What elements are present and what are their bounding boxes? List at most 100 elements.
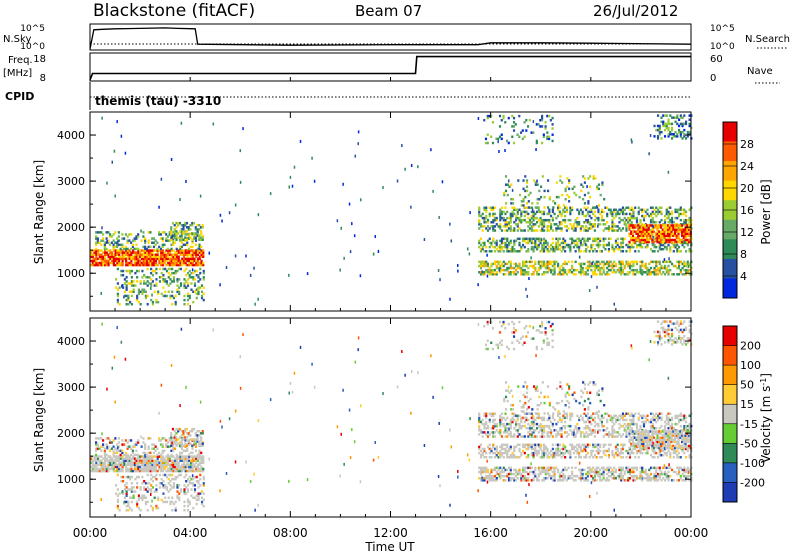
power-cell — [611, 223, 614, 226]
power-cell — [661, 236, 664, 240]
power-cell — [188, 269, 191, 273]
velocity-cell — [116, 459, 119, 462]
velocity-cell — [129, 475, 132, 479]
power-cell — [511, 197, 515, 201]
power-cell — [555, 237, 558, 241]
power-cell — [532, 229, 535, 232]
power-cell — [530, 214, 533, 218]
power-cell — [102, 257, 105, 261]
power-cell — [683, 241, 686, 245]
velocity-cell — [173, 436, 176, 439]
power-cell — [564, 218, 567, 222]
power-cell — [90, 251, 93, 254]
power-cell — [517, 179, 520, 182]
power-cell — [234, 203, 237, 207]
velocity-cell — [177, 427, 180, 431]
power-cell — [169, 282, 172, 285]
power-cell — [585, 247, 588, 251]
power-cell — [524, 206, 527, 209]
velocity-cell — [164, 473, 167, 477]
power-cell — [583, 181, 586, 184]
power-cell — [581, 225, 584, 228]
velocity-cell — [488, 476, 491, 480]
power-cell — [509, 260, 512, 264]
power-cell — [638, 238, 642, 242]
velocity-cell — [550, 476, 553, 480]
power-cell — [637, 250, 640, 253]
power-cell — [551, 208, 554, 212]
power-cell — [177, 249, 180, 252]
velocity-cell — [182, 459, 186, 462]
power-cell — [637, 232, 640, 235]
power-cell — [687, 228, 691, 231]
power-cell — [107, 239, 110, 242]
velocity-cell — [660, 449, 663, 453]
velocity-cell — [546, 449, 549, 453]
power-cell — [179, 198, 181, 202]
power-cell — [123, 290, 126, 294]
power-cell — [502, 250, 505, 253]
power-cell — [144, 239, 147, 242]
power-cell — [550, 262, 553, 266]
power-cell — [506, 216, 509, 220]
power-cell — [642, 216, 646, 220]
power-cell — [680, 238, 684, 242]
power-cell — [646, 212, 649, 216]
power-cell — [592, 250, 595, 253]
power-cell — [547, 189, 550, 193]
power-cell — [562, 210, 565, 214]
power-cell — [660, 247, 663, 251]
power-cell — [102, 263, 105, 267]
velocity-cell — [166, 445, 170, 448]
power-cell — [564, 250, 567, 253]
power-cell — [179, 263, 182, 267]
velocity-cell — [592, 479, 595, 482]
power-cell — [202, 286, 205, 289]
power-cell — [539, 260, 542, 264]
power-cell — [184, 261, 187, 265]
velocity-cell — [555, 451, 558, 455]
velocity-cell — [126, 457, 129, 460]
power-cell — [172, 280, 176, 283]
velocity-cell — [493, 468, 497, 472]
velocity-cell — [500, 447, 504, 451]
power-cell — [174, 257, 177, 261]
velocity-cell — [153, 455, 156, 458]
power-cell — [175, 238, 178, 241]
power-cell — [161, 255, 165, 259]
velocity-cell — [634, 466, 637, 470]
power-cell — [669, 245, 672, 249]
power-cell — [123, 295, 125, 299]
power-cell — [558, 212, 561, 216]
velocity-cell — [111, 463, 114, 467]
power-cell — [583, 202, 586, 205]
velocity-cell — [152, 443, 156, 446]
velocity-cell — [492, 443, 495, 447]
power-cell — [159, 237, 163, 240]
power-cell — [616, 225, 619, 228]
power-cell — [564, 210, 567, 214]
velocity-cell — [147, 461, 150, 465]
velocity-cell — [557, 449, 560, 453]
power-cell — [153, 261, 156, 265]
power-cell — [186, 243, 189, 247]
power-cell — [198, 263, 201, 267]
power-cell — [534, 181, 537, 184]
velocity-cell — [553, 470, 556, 474]
power-cell — [518, 193, 522, 197]
velocity-cell — [147, 445, 150, 448]
power-cell — [151, 257, 154, 261]
power-cell — [527, 266, 530, 270]
velocity-cell — [142, 467, 145, 471]
power-cell — [153, 255, 156, 259]
velocity-cell — [599, 449, 602, 453]
velocity-cell — [180, 447, 184, 450]
power-cell — [168, 263, 172, 267]
power-cell — [609, 264, 612, 268]
velocity-cell — [165, 461, 168, 465]
velocity-cell — [152, 447, 156, 450]
power-cell — [631, 140, 633, 144]
power-cell — [200, 253, 203, 256]
power-cell — [572, 241, 575, 245]
velocity-cell — [607, 470, 611, 474]
